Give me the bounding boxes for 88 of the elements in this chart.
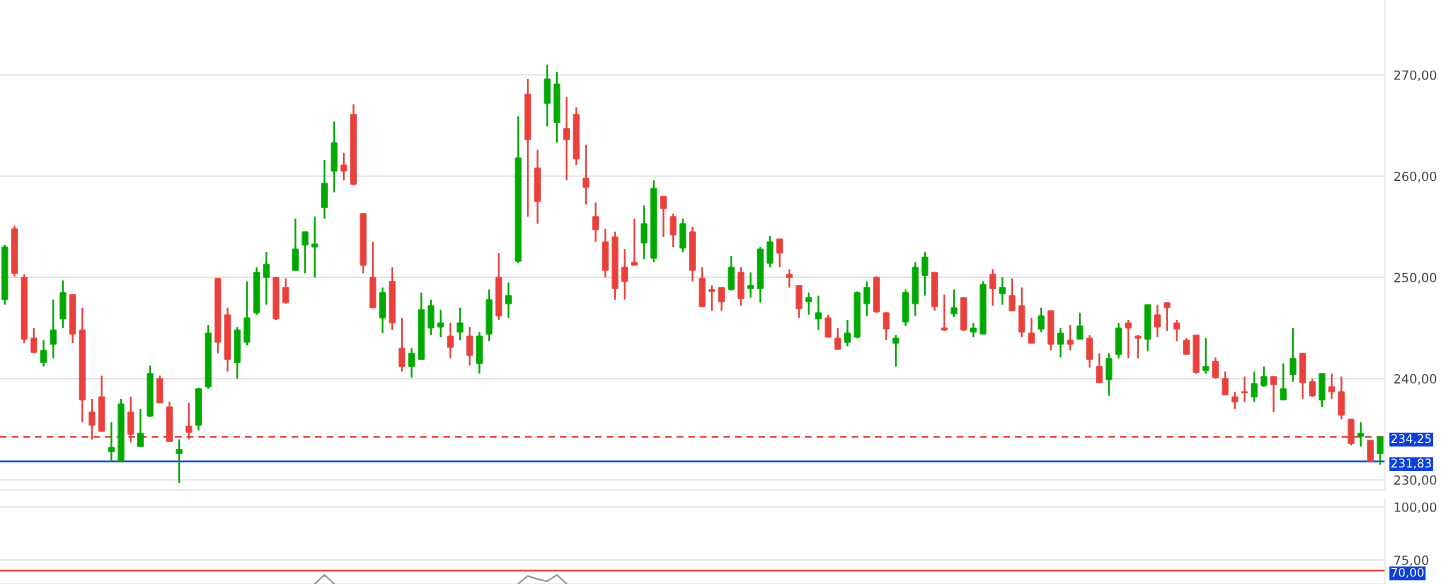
candlestick (1221, 370, 1229, 396)
candlestick (1125, 319, 1132, 360)
candlestick (795, 284, 803, 319)
candlestick (1309, 377, 1316, 398)
ref-line-label: 234,25 (1391, 434, 1431, 445)
candlestick (1154, 303, 1161, 339)
candlestick (1376, 435, 1384, 466)
candlestick (398, 316, 406, 373)
candlestick (805, 291, 813, 316)
candlestick (263, 251, 270, 306)
candlestick (505, 281, 512, 319)
candlestick (1037, 306, 1045, 333)
candlestick (1095, 352, 1103, 384)
candlestick (892, 334, 900, 368)
candlestick (921, 251, 929, 297)
candlestick (882, 310, 890, 342)
candlestick (466, 326, 474, 367)
candlestick (408, 347, 415, 379)
candlestick (1105, 352, 1113, 397)
candlestick (669, 212, 677, 248)
candlestick (844, 319, 851, 348)
candlestick (1028, 316, 1035, 345)
candlestick (940, 293, 948, 332)
candlestick (1260, 365, 1268, 388)
candlestick (950, 288, 958, 318)
y-tick-label: 240,00 (1394, 374, 1437, 385)
candlestick (1057, 327, 1064, 359)
candlestick (301, 230, 309, 275)
candlestick (292, 217, 299, 272)
candlestick (1008, 277, 1016, 312)
y-tick-label: 250,00 (1394, 272, 1437, 284)
candlestick (1328, 372, 1336, 400)
candlestick (1357, 421, 1365, 448)
candlestick (1202, 337, 1210, 375)
candlestick (437, 308, 445, 339)
candlestick (137, 408, 144, 448)
y-tick-label: 270,00 (1394, 70, 1437, 82)
candlestick (40, 339, 47, 368)
candlestick (718, 286, 725, 312)
candlestick (311, 215, 319, 279)
candlestick (863, 280, 871, 317)
candlestick (786, 268, 793, 289)
candlestick (766, 234, 774, 269)
candlestick (1250, 370, 1258, 403)
candlestick (1338, 375, 1345, 421)
candlestick (282, 277, 290, 305)
y-tick-label: 100,00 (1394, 502, 1437, 514)
candlestick (49, 298, 57, 360)
candlestick (1279, 362, 1287, 401)
candlestick (631, 217, 638, 267)
candlestick (999, 276, 1006, 306)
candlestick (1270, 375, 1277, 413)
candlestick (815, 294, 822, 331)
candlestick (175, 438, 183, 484)
candlestick (708, 284, 716, 312)
candlestick (621, 248, 629, 301)
y-tick-label: 75,00 (1394, 555, 1429, 567)
candlestick (834, 327, 842, 351)
candlestick (1163, 301, 1171, 332)
ref-line-label: 231,83 (1391, 458, 1431, 469)
candlestick (824, 313, 832, 339)
candlestick (427, 298, 435, 337)
candlestick (1086, 334, 1093, 369)
ref-line-label: 70,00 (1391, 567, 1424, 579)
candlestick (640, 204, 648, 261)
candlestick (989, 268, 997, 307)
candlestick (747, 271, 754, 299)
candlestick (1212, 356, 1219, 380)
candlestick (1134, 334, 1142, 360)
y-tick-label: 230,00 (1394, 475, 1437, 487)
candlestick (456, 306, 464, 342)
y-tick-label: 260,00 (1394, 171, 1437, 183)
candlestick (1066, 324, 1074, 352)
candlestick (592, 201, 599, 243)
candlestick (447, 322, 454, 360)
candlestick (1076, 311, 1084, 341)
candlestick (727, 255, 735, 292)
candlestick (1241, 375, 1248, 403)
candlestick (340, 151, 348, 182)
candlestick (660, 195, 667, 238)
candlestick (108, 421, 115, 463)
candlestick (1367, 439, 1374, 463)
candlestick (1289, 327, 1297, 383)
candlestick (563, 96, 570, 182)
candlestick (30, 327, 38, 355)
candlestick (582, 143, 590, 206)
candlestick (776, 238, 783, 269)
candlestick (1173, 319, 1181, 343)
